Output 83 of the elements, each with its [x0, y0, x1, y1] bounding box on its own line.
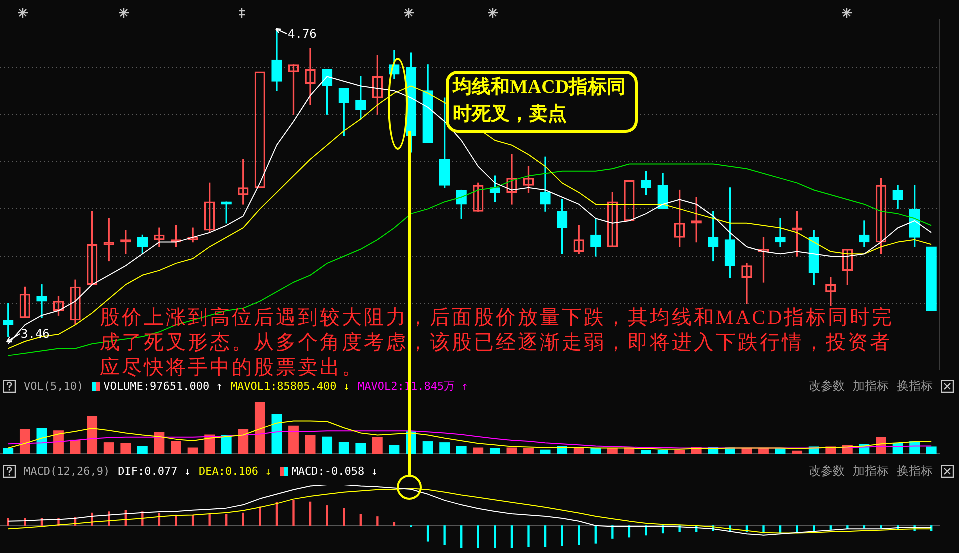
- annotation: 均线和MACD指标同时死叉，卖点: [446, 71, 638, 133]
- bar: [104, 442, 114, 454]
- bar: [510, 526, 514, 548]
- bar: [561, 526, 564, 546]
- bar: [343, 508, 346, 526]
- chart-title: VOL(5,10): [24, 380, 84, 393]
- text: DEA:0.106 ↓: [198, 464, 272, 478]
- bar: [292, 500, 295, 526]
- bar: [460, 526, 463, 548]
- bar: [272, 414, 282, 454]
- bar: [674, 450, 686, 454]
- text: 加指标: [853, 378, 889, 395]
- bar: [477, 526, 480, 548]
- bar: [175, 514, 178, 526]
- annotation: 3.46: [21, 327, 50, 341]
- bar: [238, 429, 249, 454]
- bar: [426, 526, 430, 542]
- bar: [208, 514, 211, 526]
- bar: [221, 435, 232, 454]
- bar: [3, 448, 14, 454]
- bar: [322, 436, 333, 454]
- bar: [54, 430, 64, 454]
- text: 换指标: [897, 378, 933, 395]
- bar: [540, 450, 551, 454]
- bar: [305, 435, 316, 454]
- bar: [830, 526, 832, 530]
- legend-label: MACD:-0.058 ↓: [292, 464, 378, 478]
- bar: [338, 442, 350, 454]
- bar: [444, 526, 446, 546]
- bar: [490, 448, 500, 454]
- candlestick: [926, 246, 937, 312]
- text: 加指标: [853, 462, 889, 480]
- bar: [87, 416, 98, 454]
- bar: [20, 429, 30, 454]
- bar: [574, 448, 584, 454]
- bar: [360, 514, 362, 526]
- bar: [171, 441, 182, 454]
- chart-title: MACD(12,26,9): [24, 464, 110, 478]
- bar: [288, 426, 299, 454]
- bar: [590, 448, 602, 454]
- bar: [440, 442, 450, 454]
- bar: [254, 402, 266, 454]
- bar: [389, 445, 400, 454]
- bar: [242, 512, 244, 526]
- bar: [456, 446, 467, 454]
- bar: [528, 526, 530, 548]
- text: MAVOL1:85805.400 ↓: [230, 380, 350, 393]
- bar: [792, 450, 803, 454]
- bar: [506, 448, 518, 454]
- bar: [473, 448, 484, 454]
- bar: [137, 446, 148, 454]
- bar: [70, 440, 81, 454]
- bar: [645, 526, 648, 536]
- bar: [356, 443, 366, 454]
- bar: [188, 448, 198, 454]
- bar: [926, 446, 937, 454]
- bar: [372, 437, 383, 454]
- annotation: 4.76: [288, 27, 317, 41]
- candlestick: [36, 284, 48, 318]
- bar: [524, 448, 534, 454]
- text: 换指标: [897, 462, 933, 480]
- text: 改参数: [809, 378, 845, 395]
- text: DIF:0.077 ↓: [118, 464, 191, 478]
- bar: [154, 432, 165, 454]
- bar: [796, 526, 798, 532]
- legend-label: VOLUME:97651.000 ↑: [104, 380, 223, 393]
- bar: [494, 526, 496, 548]
- bar: [578, 526, 580, 546]
- bar: [880, 526, 882, 529]
- bar: [658, 450, 668, 454]
- bar: [120, 443, 132, 454]
- bar: [641, 450, 652, 454]
- bar: [226, 514, 228, 526]
- bar: [326, 506, 328, 526]
- bar: [376, 516, 379, 526]
- bar: [612, 526, 614, 539]
- candlestick: [775, 218, 786, 248]
- text: 改参数: [809, 462, 845, 480]
- bar: [544, 526, 547, 548]
- bar: [813, 526, 816, 532]
- bar: [309, 502, 312, 526]
- bar: [422, 442, 434, 454]
- bar: [259, 506, 262, 526]
